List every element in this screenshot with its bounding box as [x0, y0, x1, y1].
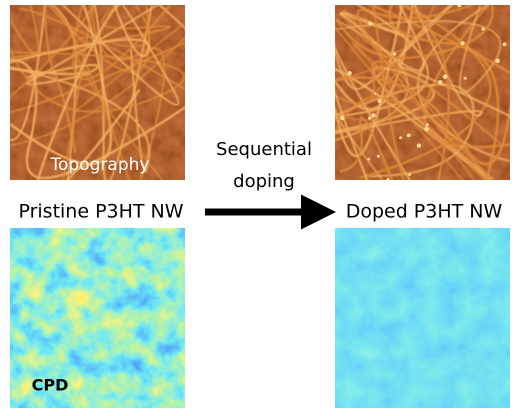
- fiber: [388, 5, 500, 180]
- particle: [340, 115, 345, 121]
- particle: [424, 126, 430, 132]
- particle: [367, 157, 371, 161]
- fiber: [34, 5, 141, 180]
- fiber: [10, 5, 185, 180]
- fiber: [372, 5, 450, 180]
- fiber: [75, 5, 185, 180]
- fiber: [26, 5, 175, 86]
- particle: [460, 41, 465, 46]
- cpd-doped: [335, 228, 510, 408]
- particle: [481, 27, 485, 31]
- topography-label: Topography: [50, 155, 150, 175]
- fiber: [10, 5, 112, 166]
- particle: [495, 58, 500, 64]
- particle: [463, 76, 467, 80]
- fiber: [10, 5, 185, 148]
- arrow-label: Sequential: [216, 139, 312, 160]
- particle: [457, 5, 462, 8]
- arrow-label: doping: [233, 171, 295, 192]
- particle: [376, 154, 380, 158]
- fiber: [90, 5, 165, 180]
- particle: [368, 21, 373, 26]
- particle: [425, 123, 429, 127]
- particle: [386, 177, 390, 180]
- particle: [502, 42, 507, 47]
- fiber: [335, 5, 405, 158]
- particle: [373, 92, 377, 95]
- fiber: [10, 5, 180, 106]
- fiber: [10, 48, 150, 173]
- fiber: [335, 5, 494, 59]
- particle: [408, 173, 412, 176]
- cpd-label: CPD: [32, 376, 69, 395]
- particle: [371, 113, 376, 118]
- fiber: [356, 5, 495, 180]
- fiber: [398, 5, 510, 149]
- fiber: [335, 5, 462, 90]
- particle: [406, 133, 411, 138]
- particle: [399, 136, 403, 140]
- pristine-label: Pristine P3HT NW: [18, 201, 183, 223]
- particle: [367, 116, 372, 120]
- fibers-doped: [335, 5, 510, 180]
- fiber: [335, 116, 406, 180]
- doped-label: Doped P3HT NW: [346, 201, 503, 223]
- particle: [392, 52, 397, 56]
- fiber: [335, 60, 503, 146]
- fiber: [417, 5, 510, 163]
- particle: [347, 70, 352, 76]
- fiber: [335, 5, 500, 180]
- fiber: [10, 64, 99, 79]
- fiber: [40, 5, 185, 180]
- fibers-pristine: [10, 5, 185, 180]
- particle: [416, 143, 422, 148]
- particle: [377, 98, 382, 104]
- fiber: [335, 32, 402, 129]
- cpd-pristine: [10, 228, 185, 408]
- particle: [438, 80, 443, 85]
- fiber: [10, 5, 150, 180]
- fiber: [10, 18, 185, 113]
- fiber: [359, 5, 492, 179]
- fiber: [335, 5, 483, 136]
- particle: [442, 74, 448, 80]
